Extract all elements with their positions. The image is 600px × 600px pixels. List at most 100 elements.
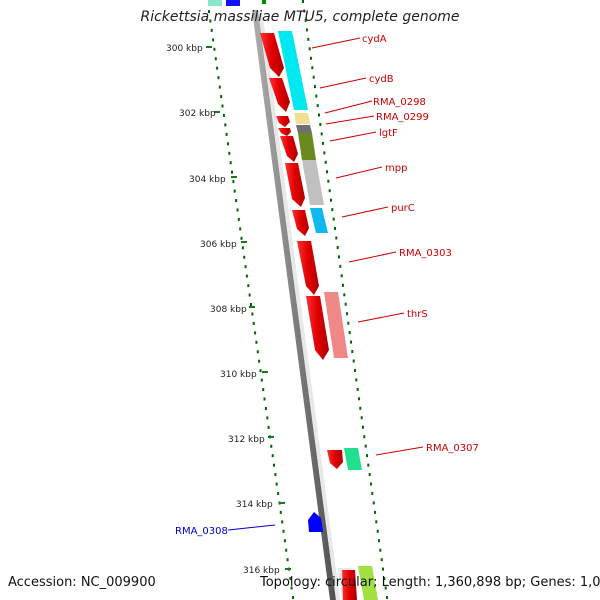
gc-skew-dot: [350, 340, 352, 344]
gc-skew-dot: [332, 217, 335, 221]
gc-skew-dot: [310, 56, 312, 60]
gc-skew-dot: [363, 435, 366, 439]
gc-skew-dot: [228, 151, 231, 155]
gc-skew-dot: [214, 57, 217, 61]
cds-RMA_0299: [278, 128, 291, 136]
gc-skew-dot: [339, 264, 342, 268]
gc-skew-dot: [236, 208, 239, 212]
gc-skew-dot: [221, 104, 224, 108]
gc-skew-dot: [336, 246, 339, 249]
scale-label-314: 314 kbp: [236, 500, 273, 510]
gc-skew-dot: [260, 378, 263, 382]
gc-skew-dot: [323, 151, 326, 155]
gc-skew-dot: [358, 397, 360, 401]
gc-skew-dot: [378, 539, 380, 543]
gc-skew-dot: [303, 9, 306, 13]
gc-skew-dot: [343, 293, 346, 297]
gc-skew-dot: [233, 189, 236, 193]
gc-skew-dot: [283, 539, 286, 543]
cog-cydA-cydB: [278, 31, 308, 110]
gc-skew-dot: [285, 548, 288, 552]
gc-skew-dot: [232, 180, 235, 184]
gc-skew-dot: [212, 38, 215, 42]
gc-skew-dot: [289, 577, 292, 581]
gc-skew-dot: [248, 293, 251, 297]
scale-ticks: [206, 46, 291, 570]
gc-skew-dot: [324, 160, 327, 164]
gc-skew-dot: [356, 387, 359, 391]
gc-skew-dot: [370, 482, 372, 486]
cds-mpp: [285, 163, 305, 207]
cds-cydB: [269, 78, 290, 112]
gc-skew-dot: [210, 28, 213, 32]
gc-skew-dot: [374, 510, 376, 514]
gc-skew-dot: [302, 0, 304, 3]
scale-label-306: 306 kbp: [200, 240, 237, 250]
gc-skew-dot: [364, 444, 367, 448]
gc-skew-dot: [371, 491, 374, 495]
gc-skew-dot: [222, 114, 225, 117]
gc-skew-dot: [241, 246, 244, 250]
gc-skew-dot: [383, 577, 386, 581]
gc-skew-track-outer: [302, 0, 388, 599]
gene-label-RMA_0299: RMA_0299: [376, 112, 429, 123]
top-edge-features: [208, 0, 266, 6]
gc-skew-dot: [279, 510, 282, 514]
cds-bottom: [342, 570, 357, 600]
gc-skew-dot: [376, 529, 379, 533]
gc-skew-dot: [352, 359, 355, 363]
gc-skew-dot: [319, 123, 322, 126]
gene-label-cydB: cydB: [369, 74, 394, 85]
gc-skew-dot: [330, 198, 332, 202]
gc-skew-dot: [346, 312, 348, 316]
cog-bottom-b: [358, 566, 378, 600]
gc-skew-dot: [259, 369, 262, 373]
scale-label-304: 304 kbp: [189, 175, 226, 185]
gc-skew-dot: [251, 312, 254, 316]
gc-skew-dot: [292, 596, 294, 599]
gene-label-RMA_0298: RMA_0298: [373, 97, 426, 108]
gene-labels: cydA cydB RMA_0298 RMA_0299 lgtF mpp pur…: [175, 34, 479, 537]
gc-skew-dot: [245, 274, 248, 278]
gc-skew-dot: [314, 85, 316, 89]
gene-label-thrS: thrS: [407, 309, 428, 320]
gc-skew-dot: [384, 586, 387, 590]
gc-skew-dot: [306, 28, 308, 32]
gc-skew-dot: [250, 303, 252, 306]
gc-skew-dot: [348, 331, 351, 335]
gc-skew-dot: [227, 142, 229, 146]
cds-thrS: [306, 296, 329, 360]
gc-skew-dot: [282, 529, 285, 533]
gc-skew-dot: [338, 255, 340, 259]
gc-skew-dot: [263, 397, 266, 401]
scale-label-308: 308 kbp: [210, 305, 247, 315]
backbone-shadow: [258, 10, 340, 600]
gc-skew-dot: [229, 161, 232, 165]
gc-skew-dot: [270, 444, 273, 448]
gc-skew-dot: [318, 113, 320, 117]
cog-mpp: [302, 160, 324, 205]
gc-skew-dot: [275, 482, 278, 486]
gc-skew-dot: [304, 18, 307, 22]
gc-skew-dot: [347, 321, 350, 325]
gene-label-RMA_0303: RMA_0303: [399, 248, 452, 259]
cds-cydA: [260, 33, 284, 77]
gc-skew-dot: [255, 340, 258, 344]
gc-skew-dot: [342, 283, 344, 287]
gc-skew-dot: [322, 141, 324, 145]
gc-skew-dot: [379, 548, 382, 552]
gc-skew-dot: [344, 302, 347, 306]
gc-skew-dot: [267, 425, 270, 429]
gc-skew-dot: [312, 75, 315, 79]
gc-skew-dot: [386, 596, 388, 599]
gc-skew-dot: [262, 388, 265, 392]
gc-skew-dot: [235, 199, 238, 202]
gc-skew-dot: [362, 425, 364, 429]
scale-label-302: 302 kbp: [179, 109, 216, 119]
gene-label-RMA_0307: RMA_0307: [426, 443, 479, 454]
gc-skew-dot: [264, 407, 267, 410]
gc-skew-dot: [382, 567, 384, 571]
scale-label-300: 300 kbp: [166, 44, 203, 54]
gc-skew-dot: [240, 236, 243, 240]
